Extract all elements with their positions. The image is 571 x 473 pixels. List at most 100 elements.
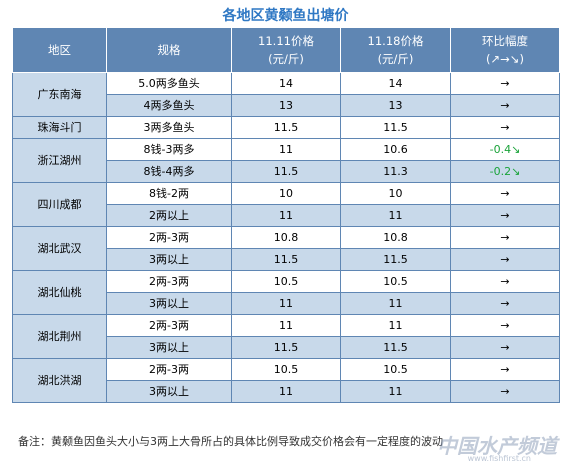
price-1111-cell: 11.5 [231, 116, 341, 139]
price-1111-cell: 10 [231, 182, 341, 205]
table-row: 3两以上 11 11 → [13, 292, 560, 315]
price-1111-cell: 10.8 [231, 226, 341, 249]
change-cell: → [450, 336, 560, 359]
spec-cell: 8钱-3两多 [106, 138, 232, 161]
price-1118-cell: 13 [340, 94, 451, 117]
change-cell: → [450, 116, 560, 139]
price-1118-cell: 10.5 [340, 358, 451, 381]
table-row: 湖北洪湖 2两-3两 10.5 10.5 → [12, 358, 560, 403]
region-cell: 浙江湖州 [12, 138, 107, 183]
price-1111-cell: 11 [231, 314, 341, 337]
table-row: 湖北武汉 2两-3两 10.8 10.8 → [12, 226, 560, 271]
price-1118-cell: 11.3 [340, 160, 451, 183]
price-1111-cell: 10.5 [231, 270, 341, 293]
price-1118-cell: 10.8 [340, 226, 451, 249]
price-1118-cell: 10 [340, 182, 451, 205]
spec-cell: 8钱-4两多 [106, 160, 232, 183]
change-cell: → [450, 226, 560, 249]
change-cell: -0.2↘ [450, 160, 560, 183]
change-cell: → [450, 292, 560, 315]
price-1118-cell: 11 [340, 314, 451, 337]
price-1118-cell: 11.5 [340, 336, 451, 359]
change-cell: → [450, 72, 560, 95]
change-cell: → [450, 270, 560, 293]
header-price-1111: 11.11价格 (元/斤) [231, 27, 341, 73]
watermark-url: www.fishfirst.cn [467, 454, 531, 463]
price-1111-cell: 11 [231, 380, 341, 403]
change-cell: → [450, 314, 560, 337]
price-1111-cell: 11.5 [231, 248, 341, 271]
price-1118-cell: 11.5 [340, 248, 451, 271]
spec-cell: 2两-3两 [106, 270, 232, 293]
region-cell: 四川成都 [12, 182, 107, 227]
table-row: 珠海斗门 3两多鱼头 11.5 11.5 → [12, 116, 560, 139]
spec-cell: 4两多鱼头 [106, 94, 232, 117]
header-price-1111-label: 11.11价格 [258, 34, 314, 48]
spec-cell: 3两以上 [106, 380, 232, 403]
spec-cell: 2两-3两 [106, 226, 232, 249]
price-1118-cell: 11 [340, 380, 451, 403]
spec-cell: 3两以上 [106, 248, 232, 271]
change-cell: → [450, 358, 560, 381]
table-row: 广东南海 5.0两多鱼头 14 14 → [12, 72, 560, 117]
spec-cell: 8钱-2两 [106, 182, 232, 205]
table-row: 2两以上 11 11 → [13, 204, 560, 227]
table-body: 广东南海 5.0两多鱼头 14 14 → 4两多鱼头 13 13 → 珠海斗门 3两多鱼头 11.5 1… [12, 72, 560, 403]
table-title: 各地区黄颡鱼出塘价 [222, 8, 349, 24]
spec-cell: 5.0两多鱼头 [106, 72, 232, 95]
table-row: 湖北仙桃 2两-3两 10.5 10.5 → [12, 270, 560, 315]
spec-cell: 2两-3两 [106, 314, 232, 337]
region-cell: 湖北仙桃 [12, 270, 107, 315]
price-table: 地区 规格 11.11价格 (元/斤) 11.18价格 (元/斤) 环比幅度 (… [12, 27, 560, 403]
price-1118-cell: 14 [340, 72, 451, 95]
price-1118-cell: 10.6 [340, 138, 451, 161]
region-cell: 湖北武汉 [12, 226, 107, 271]
header-price-1118-unit: (元/斤) [377, 52, 414, 66]
price-1118-cell: 11 [340, 292, 451, 315]
header-change: 环比幅度 (↗→↘) [450, 27, 560, 73]
header-price-1118-label: 11.18价格 [367, 34, 424, 48]
change-cell: → [450, 94, 560, 117]
table-row: 8钱-4两多 11.5 11.3 -0.2↘ [13, 160, 560, 183]
region-cell: 湖北荆州 [12, 314, 107, 359]
spec-cell: 3两多鱼头 [106, 116, 232, 139]
spec-cell: 3两以上 [106, 292, 232, 315]
region-cell: 珠海斗门 [12, 116, 107, 139]
price-1111-cell: 11 [231, 204, 341, 227]
change-cell: → [450, 380, 560, 403]
price-1111-cell: 14 [231, 72, 341, 95]
price-1111-cell: 10.5 [231, 358, 341, 381]
price-1111-cell: 11.5 [231, 160, 341, 183]
header-price-1111-unit: (元/斤) [268, 52, 304, 66]
header-row: 地区 规格 11.11价格 (元/斤) 11.18价格 (元/斤) 环比幅度 (… [12, 27, 560, 73]
header-change-legend: (↗→↘) [486, 52, 524, 66]
spec-cell: 2两以上 [106, 204, 232, 227]
price-1118-cell: 11 [340, 204, 451, 227]
spec-cell: 3两以上 [106, 336, 232, 359]
price-1118-cell: 11.5 [340, 116, 451, 139]
table-row: 四川成都 8钱-2两 10 10 → [12, 182, 560, 227]
watermark-logo: 中国水产频道 [437, 434, 557, 458]
price-1111-cell: 11 [231, 138, 341, 161]
table-row: 3两以上 11 11 → [13, 380, 560, 403]
price-1111-cell: 11 [231, 292, 341, 315]
table-row: 4两多鱼头 13 13 → [13, 94, 560, 117]
change-cell: -0.4↘ [450, 138, 560, 161]
header-spec: 规格 [106, 27, 232, 73]
price-1111-cell: 11.5 [231, 336, 341, 359]
table-row: 浙江湖州 8钱-3两多 11 10.6 -0.4↘ [12, 138, 560, 183]
region-cell: 广东南海 [12, 72, 107, 117]
header-price-1118: 11.18价格 (元/斤) [340, 27, 451, 73]
table-row: 3两以上 11.5 11.5 → [13, 336, 560, 359]
header-region: 地区 [12, 27, 107, 73]
footnote: 备注：黄颡鱼因鱼头大小与3两上大骨所占的具体比例导致成交价格会有一定程度的波动 [18, 435, 443, 448]
price-1111-cell: 13 [231, 94, 341, 117]
change-cell: → [450, 204, 560, 227]
table-row: 湖北荆州 2两-3两 11 11 → [12, 314, 560, 359]
price-1118-cell: 10.5 [340, 270, 451, 293]
change-cell: → [450, 248, 560, 271]
spec-cell: 2两-3两 [106, 358, 232, 381]
change-cell: → [450, 182, 560, 205]
header-change-label: 环比幅度 [482, 34, 528, 48]
region-cell: 湖北洪湖 [12, 358, 107, 403]
